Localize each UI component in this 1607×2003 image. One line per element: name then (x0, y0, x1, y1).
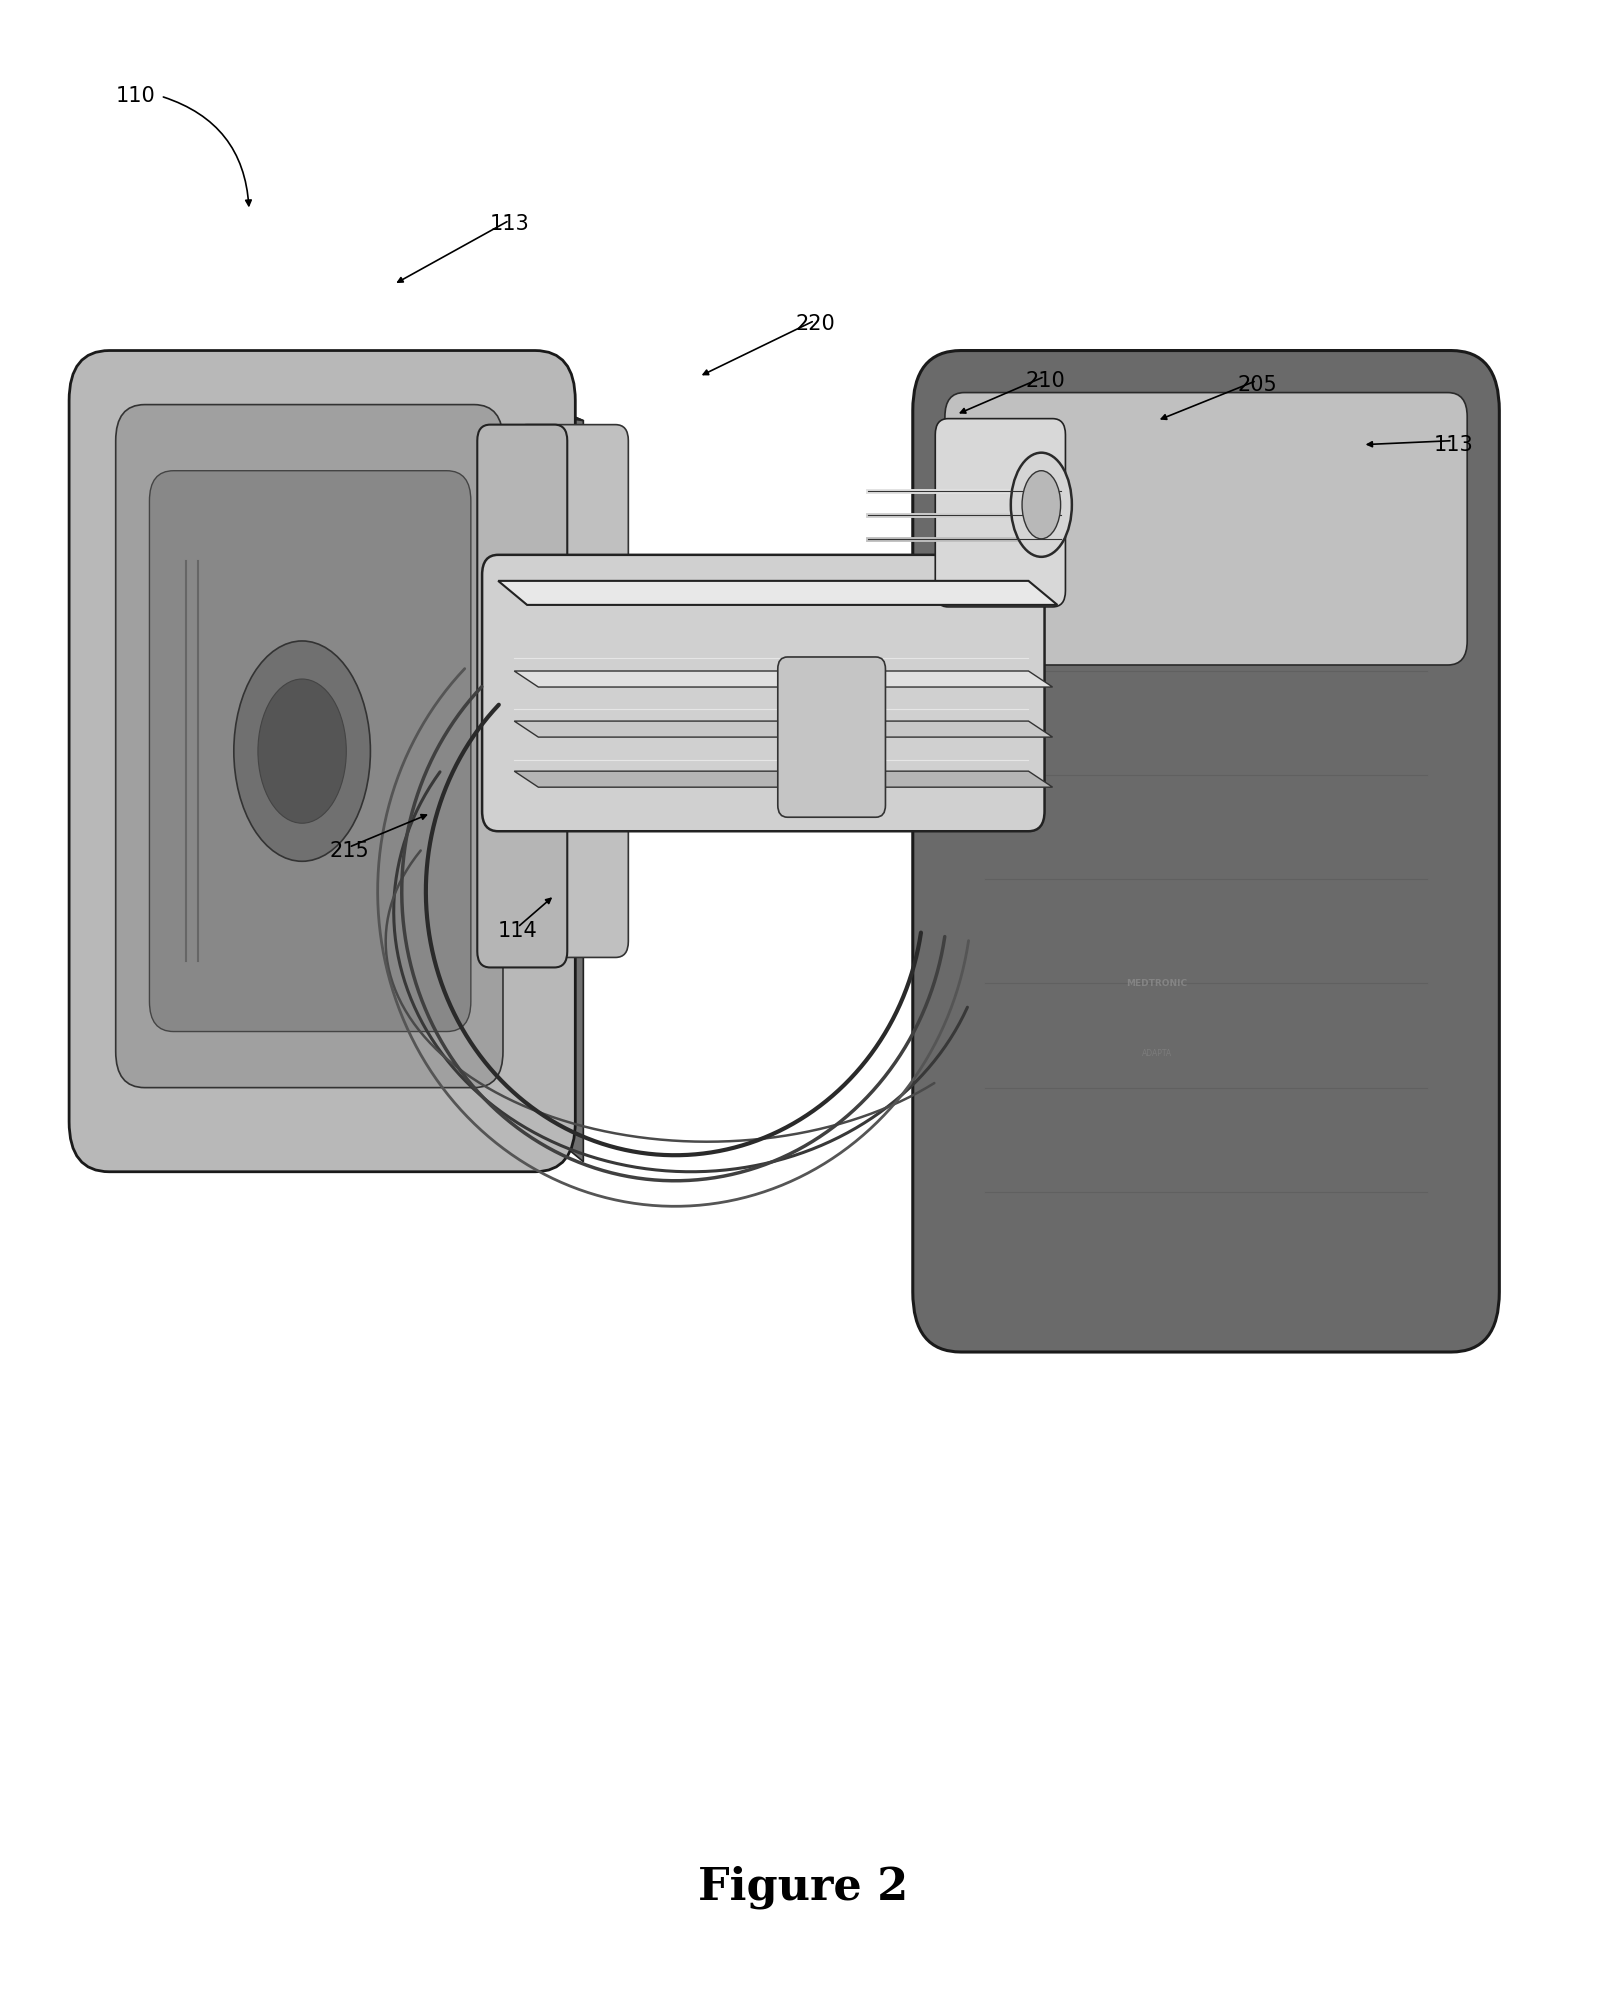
FancyBboxPatch shape (69, 351, 575, 1172)
Text: MEDTRONIC: MEDTRONIC (1127, 979, 1188, 987)
Text: 220: 220 (795, 314, 836, 335)
FancyBboxPatch shape (116, 405, 503, 1088)
Text: 110: 110 (116, 86, 156, 106)
Polygon shape (926, 391, 961, 1292)
Text: 205: 205 (1237, 375, 1278, 395)
FancyBboxPatch shape (514, 425, 628, 957)
Text: 113: 113 (490, 214, 530, 234)
Ellipse shape (1011, 453, 1072, 557)
Polygon shape (926, 375, 1451, 411)
FancyBboxPatch shape (477, 425, 567, 967)
Ellipse shape (235, 641, 370, 861)
Text: 215: 215 (329, 841, 370, 861)
Ellipse shape (1022, 471, 1061, 539)
Ellipse shape (1011, 469, 1056, 545)
Ellipse shape (257, 679, 347, 823)
Polygon shape (535, 401, 583, 1162)
FancyBboxPatch shape (945, 393, 1467, 665)
Polygon shape (498, 581, 1057, 605)
Text: ADAPTA: ADAPTA (1143, 1050, 1172, 1058)
Text: 210: 210 (1025, 371, 1065, 391)
FancyBboxPatch shape (935, 419, 1065, 607)
Polygon shape (514, 721, 1053, 737)
Text: 113: 113 (1433, 435, 1474, 455)
Text: 114: 114 (498, 921, 538, 941)
Polygon shape (514, 671, 1053, 687)
FancyBboxPatch shape (149, 471, 471, 1032)
Polygon shape (514, 771, 1053, 787)
FancyBboxPatch shape (482, 555, 1045, 831)
FancyBboxPatch shape (778, 657, 885, 817)
Text: Figure 2: Figure 2 (699, 1865, 908, 1909)
FancyBboxPatch shape (913, 351, 1499, 1352)
Polygon shape (109, 361, 583, 421)
